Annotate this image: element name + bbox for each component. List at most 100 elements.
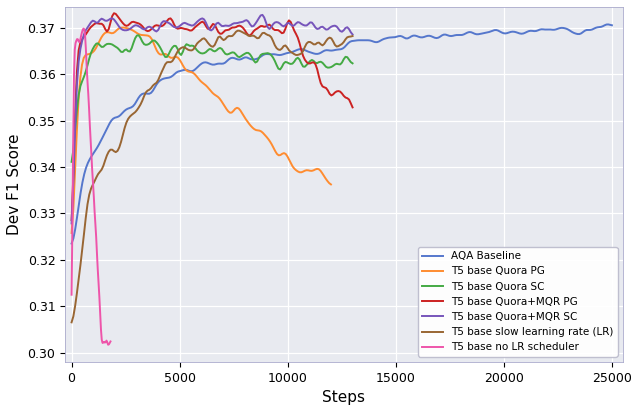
T5 base no LR scheduler (87, 138, 95, 143)
T5 base no LR scheduler (85, 106, 93, 111)
T5 base no LR scheduler (106, 340, 113, 345)
T5 base no LR scheduler (77, 33, 85, 38)
T5 base no LR scheduler (79, 26, 87, 31)
Line: T5 base no LR scheduler: T5 base no LR scheduler (72, 28, 111, 345)
T5 base Quora PG (172, 54, 180, 59)
T5 base no LR scheduler (68, 292, 76, 297)
T5 base slow learning rate (LR) (337, 42, 344, 47)
T5 base no LR scheduler (70, 75, 78, 80)
T5 base Quora PG (327, 182, 335, 187)
T5 base Quora PG (216, 96, 223, 101)
T5 base slow learning rate (LR) (68, 320, 76, 325)
Y-axis label: Dev F1 Score: Dev F1 Score (7, 133, 22, 235)
T5 base Quora+MQR SC (147, 25, 155, 30)
T5 base no LR scheduler (68, 225, 76, 230)
AQA Baseline (68, 241, 76, 246)
T5 base no LR scheduler (79, 28, 86, 33)
T5 base no LR scheduler (92, 222, 99, 227)
T5 base no LR scheduler (90, 194, 98, 199)
T5 base no LR scheduler (84, 91, 92, 96)
T5 base no LR scheduler (81, 27, 88, 32)
AQA Baseline (388, 35, 396, 40)
T5 base Quora PG (118, 25, 126, 30)
T5 base Quora+MQR SC (337, 28, 344, 33)
T5 base Quora+MQR PG (149, 25, 157, 30)
Line: T5 base Quora+MQR PG: T5 base Quora+MQR PG (72, 13, 353, 220)
T5 base Quora SC (225, 52, 233, 56)
T5 base Quora+MQR PG (300, 54, 307, 59)
AQA Baseline (399, 34, 406, 39)
T5 base Quora PG (155, 51, 163, 56)
T5 base Quora PG (249, 125, 257, 130)
T5 base Quora+MQR SC (250, 23, 257, 28)
T5 base no LR scheduler (93, 252, 101, 257)
T5 base Quora+MQR SC (124, 27, 132, 32)
T5 base no LR scheduler (99, 340, 107, 345)
AQA Baseline (604, 22, 612, 27)
Line: T5 base slow learning rate (LR): T5 base slow learning rate (LR) (72, 30, 353, 322)
T5 base no LR scheduler (102, 339, 109, 344)
T5 base Quora SC (135, 33, 143, 38)
T5 base slow learning rate (LR) (349, 33, 356, 38)
T5 base slow learning rate (LR) (124, 117, 132, 122)
T5 base Quora SC (300, 64, 307, 69)
T5 base no LR scheduler (102, 338, 110, 343)
T5 base no LR scheduler (69, 138, 77, 143)
T5 base no LR scheduler (76, 37, 84, 42)
T5 base no LR scheduler (95, 295, 103, 300)
T5 base Quora PG (68, 230, 76, 235)
T5 base no LR scheduler (71, 47, 79, 52)
T5 base no LR scheduler (72, 38, 80, 43)
T5 base Quora+MQR PG (349, 105, 356, 110)
T5 base Quora+MQR PG (68, 218, 76, 222)
T5 base no LR scheduler (101, 340, 109, 345)
AQA Baseline (70, 236, 77, 241)
Line: AQA Baseline: AQA Baseline (72, 24, 612, 243)
T5 base Quora+MQR SC (349, 32, 356, 37)
AQA Baseline (557, 26, 565, 30)
T5 base Quora+MQR PG (337, 89, 344, 94)
T5 base Quora+MQR PG (110, 11, 118, 16)
T5 base slow learning rate (LR) (147, 86, 155, 91)
T5 base Quora+MQR PG (252, 27, 259, 32)
T5 base no LR scheduler (81, 33, 89, 38)
T5 base no LR scheduler (89, 181, 97, 186)
AQA Baseline (523, 29, 531, 34)
T5 base no LR scheduler (98, 337, 106, 342)
T5 base Quora SC (252, 60, 259, 65)
T5 base slow learning rate (LR) (300, 49, 307, 54)
Line: T5 base Quora+MQR SC: T5 base Quora+MQR SC (72, 15, 353, 223)
T5 base no LR scheduler (88, 153, 95, 158)
T5 base slow learning rate (LR) (234, 28, 241, 33)
X-axis label: Steps: Steps (323, 390, 365, 405)
T5 base Quora+MQR SC (300, 22, 307, 27)
T5 base Quora SC (337, 62, 344, 67)
T5 base no LR scheduler (100, 339, 108, 344)
T5 base no LR scheduler (74, 37, 82, 42)
Line: T5 base Quora PG: T5 base Quora PG (72, 28, 331, 233)
T5 base no LR scheduler (99, 340, 106, 345)
T5 base Quora+MQR SC (259, 12, 266, 17)
T5 base no LR scheduler (104, 342, 112, 347)
T5 base slow learning rate (LR) (223, 35, 231, 40)
T5 base Quora+MQR SC (223, 23, 231, 28)
T5 base Quora+MQR PG (225, 27, 233, 32)
T5 base slow learning rate (LR) (252, 34, 259, 39)
T5 base no LR scheduler (88, 168, 96, 173)
T5 base Quora+MQR PG (126, 21, 134, 26)
T5 base no LR scheduler (83, 63, 90, 68)
Legend: AQA Baseline, T5 base Quora PG, T5 base Quora SC, T5 base Quora+MQR PG, T5 base : AQA Baseline, T5 base Quora PG, T5 base … (418, 247, 618, 356)
T5 base no LR scheduler (97, 311, 104, 316)
T5 base Quora SC (349, 61, 356, 66)
T5 base no LR scheduler (104, 340, 111, 345)
T5 base no LR scheduler (72, 41, 79, 46)
Line: T5 base Quora SC: T5 base Quora SC (72, 35, 353, 162)
T5 base no LR scheduler (107, 339, 115, 344)
T5 base no LR scheduler (94, 267, 102, 272)
T5 base no LR scheduler (74, 37, 81, 42)
T5 base no LR scheduler (105, 342, 113, 347)
T5 base no LR scheduler (97, 327, 105, 332)
T5 base no LR scheduler (75, 39, 83, 44)
T5 base no LR scheduler (82, 47, 90, 52)
T5 base no LR scheduler (91, 209, 99, 214)
